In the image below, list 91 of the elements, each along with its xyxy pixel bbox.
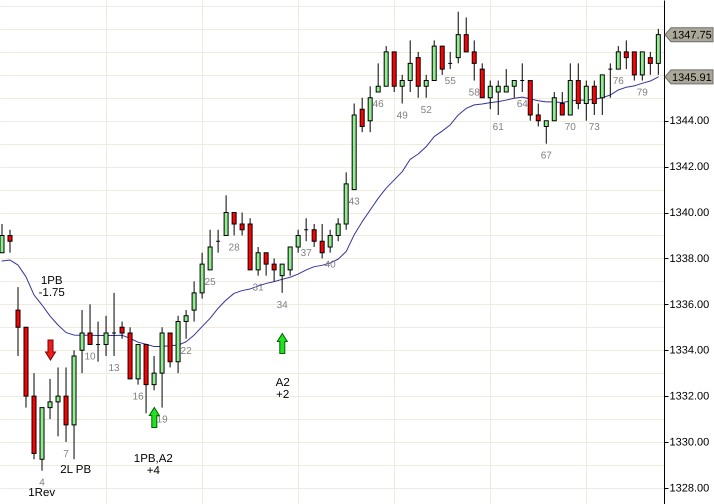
y-tick-label: 1330.00 — [670, 436, 710, 449]
x-tick-label: 7 — [63, 449, 70, 460]
candlestick — [640, 51, 645, 82]
candlestick — [464, 16, 469, 52]
candlestick — [288, 246, 293, 276]
x-tick-label: 13 — [108, 362, 120, 374]
candlestick — [440, 46, 445, 76]
annotation: 1PB -1.75 — [38, 275, 65, 299]
candlestick — [280, 264, 285, 294]
candlestick — [376, 62, 381, 93]
x-tick-label: 76 — [612, 76, 624, 88]
candlestick — [312, 224, 317, 248]
x-tick-label: 10 — [84, 351, 96, 362]
candlestick — [16, 286, 21, 356]
candlestick — [648, 51, 653, 76]
candlestick — [544, 120, 549, 144]
candlestick — [632, 51, 637, 82]
candlestick — [256, 246, 261, 276]
candlestick — [496, 80, 501, 116]
x-tick-label: 52 — [420, 104, 432, 116]
x-tick-label: 79 — [636, 88, 648, 99]
candlestick — [208, 229, 213, 270]
candlestick — [576, 62, 581, 110]
candlestick — [616, 46, 621, 70]
x-tick-label: 61 — [492, 122, 504, 133]
candlestick — [328, 229, 333, 254]
candlestick — [264, 252, 269, 276]
y-tick-label: 1340.00 — [670, 207, 710, 220]
x-tick-label: 28 — [228, 242, 240, 254]
x-tick-label: 58 — [468, 88, 480, 99]
candlestick — [240, 212, 245, 236]
candlestick — [504, 68, 509, 93]
candlestick — [552, 92, 557, 122]
annotation: 2L PB — [60, 464, 92, 476]
candlestick — [152, 355, 157, 391]
candlestick — [424, 74, 429, 98]
x-tick-label: 16 — [132, 392, 144, 403]
candlestick — [408, 40, 413, 93]
candlestick — [224, 194, 229, 236]
candlestick — [120, 321, 125, 340]
candlestick — [48, 378, 53, 420]
candlestick — [296, 229, 301, 254]
x-tick-label: 22 — [180, 346, 192, 357]
x-tick-label: 73 — [588, 122, 600, 133]
x-tick-label: 37 — [300, 248, 312, 260]
candlestick — [80, 310, 85, 374]
x-tick-label: 55 — [444, 76, 456, 88]
x-tick-label: 34 — [276, 300, 288, 311]
candlestick — [320, 224, 325, 259]
y-tick-label: 1332.00 — [670, 390, 710, 403]
y-tick-label: 1342.00 — [670, 161, 710, 174]
x-tick-label: 4 — [39, 478, 46, 489]
candlestick — [104, 315, 109, 356]
x-tick-label: 64 — [516, 99, 528, 110]
candlestick — [472, 40, 477, 82]
text: 1345.91 — [672, 72, 712, 84]
x-tick-label: 67 — [540, 150, 552, 162]
annotation: 1Rev — [28, 487, 56, 499]
x-tick-label: 40 — [324, 260, 336, 271]
y-tick-label: 1336.00 — [670, 298, 710, 311]
candlestick — [56, 366, 61, 437]
candlestick — [592, 80, 597, 116]
y-tick-label: 1344.00 — [670, 115, 710, 128]
candlestick — [88, 304, 93, 345]
candlestick — [336, 218, 341, 242]
candlestick — [232, 212, 237, 236]
candlestick — [400, 74, 405, 104]
candlestick — [536, 103, 541, 127]
candlestick — [0, 224, 4, 254]
candlestick — [192, 280, 197, 322]
candlestick — [8, 229, 13, 254]
candlestick — [624, 40, 629, 70]
text: 1347.75 — [672, 30, 712, 42]
annotation: 1PB,A2 +4 — [134, 453, 173, 477]
candlestick — [368, 86, 373, 133]
y-tick-label: 1334.00 — [670, 344, 710, 357]
candlestick — [584, 80, 589, 122]
x-tick-label: 25 — [204, 276, 216, 288]
candlestick — [184, 310, 189, 340]
y-tick-label: 1338.00 — [670, 252, 710, 265]
candlestick — [600, 74, 605, 116]
candlestick — [360, 97, 365, 133]
candlestick — [456, 11, 461, 64]
annotation: A2 +2 — [276, 377, 290, 401]
candlestick — [560, 92, 565, 116]
y-tick-label: 1328.00 — [670, 482, 710, 494]
x-tick-label: 49 — [396, 110, 408, 122]
candlestick — [512, 80, 517, 98]
candlestick — [488, 80, 493, 110]
candlestick — [272, 258, 277, 282]
x-tick-label: 70 — [564, 122, 576, 133]
